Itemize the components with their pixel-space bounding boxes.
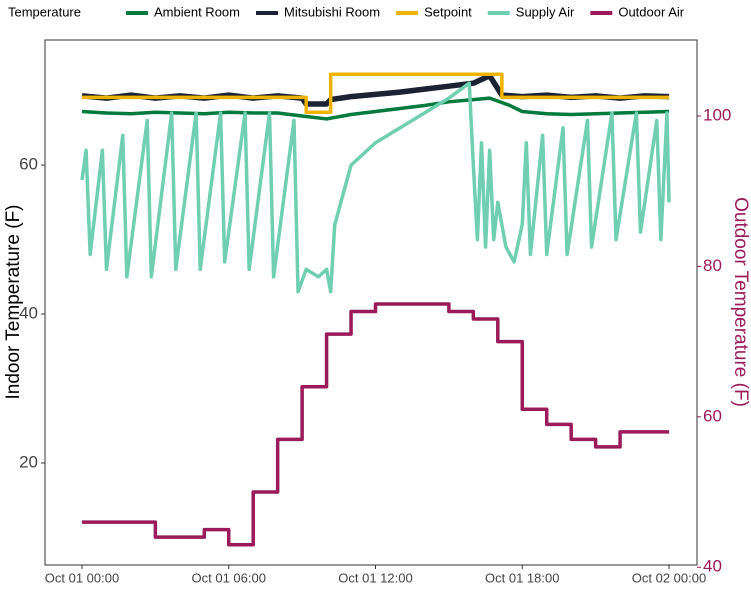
y-tick-label: 40	[19, 304, 38, 323]
series-line	[82, 302, 669, 547]
series-line	[81, 96, 670, 121]
y2-tick-label: 60	[703, 406, 722, 425]
y2-axis-title: Outdoor Temperature (F)	[730, 197, 751, 407]
legend-label: Outdoor Air	[618, 4, 684, 19]
legend-title: Temperature	[8, 4, 81, 19]
y2-tick-label: 80	[703, 256, 722, 275]
y-axis-title: Indoor Temperature (F)	[3, 204, 24, 399]
legend-label: Supply Air	[516, 4, 575, 19]
plot-panel	[44, 39, 698, 566]
x-tick-label: Oct 01 00:00	[45, 570, 119, 585]
y-tick-label: 60	[19, 155, 38, 174]
x-tick-label: Oct 01 18:00	[485, 570, 559, 585]
series-line	[82, 72, 669, 114]
y-tick-label: 20	[19, 452, 38, 471]
x-tick-label: Oct 01 12:00	[338, 570, 412, 585]
series-line	[80, 81, 671, 294]
x-tick-label: Oct 01 06:00	[192, 570, 266, 585]
y2-tick-label: 100	[703, 105, 731, 124]
legend-label: Ambient Room	[154, 4, 240, 19]
x-tick-label: Oct 02 00:00	[632, 570, 706, 585]
legend-label: Mitsubishi Room	[284, 4, 380, 19]
y2-tick-label: 40	[703, 557, 722, 576]
legend-label: Setpoint	[424, 4, 472, 19]
